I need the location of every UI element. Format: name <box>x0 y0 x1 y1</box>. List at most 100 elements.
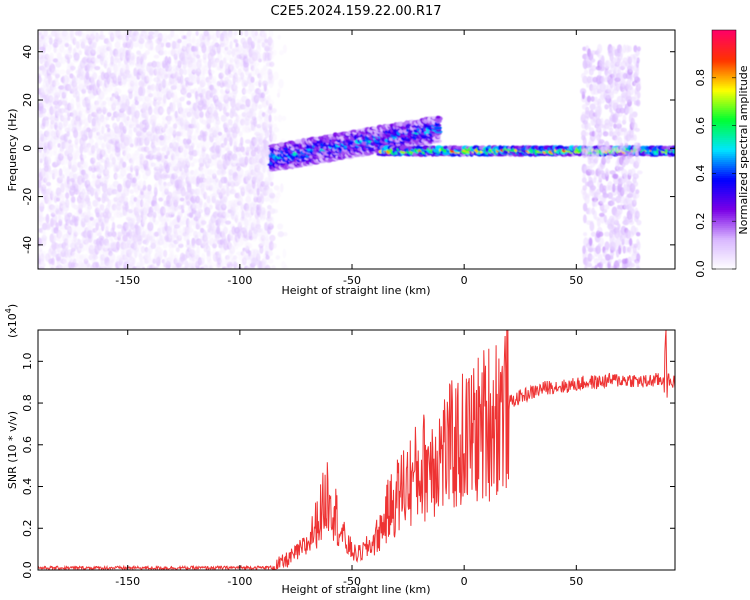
heatmap-cell-0 <box>66 77 71 83</box>
heatmap-cell-0 <box>78 79 84 88</box>
heatmap-cell-0 <box>89 212 94 218</box>
heatmap-cell-0 <box>66 239 72 245</box>
heatmap-cell-0 <box>90 144 96 154</box>
heatmap-cell-0 <box>223 61 228 68</box>
heatmap-cell-0 <box>75 90 80 100</box>
heatmap-cell-0 <box>53 234 57 242</box>
heatmap-cell-0 <box>38 77 43 83</box>
heatmap-cell-0 <box>249 243 253 249</box>
heatmap-cell-0 <box>204 61 208 68</box>
heatmap-cell-0 <box>69 143 74 148</box>
heatmap-cell-0 <box>97 197 101 202</box>
heatmap-cell-0 <box>60 182 65 193</box>
heatmap-cell-0 <box>49 204 57 210</box>
heatmap-cell-0 <box>96 200 101 206</box>
heatmap-cell-0 <box>117 231 123 237</box>
heatmap-cell-0 <box>167 191 173 200</box>
heatmap-cell-0 <box>209 233 215 243</box>
heatmap-cell-0 <box>125 202 129 212</box>
heatmap-cell-0 <box>74 225 81 236</box>
heatmap-cell-0 <box>94 57 101 64</box>
heatmap-cell-0 <box>79 153 84 161</box>
heatmap-cell-0 <box>74 138 79 145</box>
heatmap-cell-0 <box>92 255 99 260</box>
heatmap-cell-0 <box>70 65 76 71</box>
heatmap-cell-0 <box>73 38 78 44</box>
heatmap-cell-0 <box>150 162 156 167</box>
heatmap-cell-0 <box>126 239 131 245</box>
heatmap-cell-0 <box>267 68 273 76</box>
heatmap-cell-0 <box>46 164 51 173</box>
heatmap-cell-0 <box>186 92 192 99</box>
heatmap-cell-0 <box>111 221 116 232</box>
heatmap-cell-0 <box>128 136 133 147</box>
heatmap-cell-0 <box>45 181 52 187</box>
heatmap-cell-0 <box>85 96 91 102</box>
heatmap-cell-0 <box>63 177 68 183</box>
heatmap-cell-0 <box>201 189 206 195</box>
heatmap-cell-0 <box>98 110 102 119</box>
heatmap-cell-0 <box>116 38 122 44</box>
heatmap-cell-0 <box>124 212 130 218</box>
heatmap-cell-0 <box>78 50 83 56</box>
heatmap-cell-0 <box>58 112 63 117</box>
heatmap-cell-0 <box>164 55 169 65</box>
heatmap-cell-1 <box>277 88 282 95</box>
heatmap-cell-0 <box>77 30 84 38</box>
heatmap-cell-0 <box>70 242 77 249</box>
heatmap-cell-0 <box>199 198 203 209</box>
heatmap-cell-0 <box>71 107 76 114</box>
heatmap-cell-1 <box>273 71 279 81</box>
heatmap-cell-0 <box>66 130 70 137</box>
heatmap-cell-0 <box>201 252 206 262</box>
heatmap-cell-0 <box>51 130 56 138</box>
heatmap-cell-0 <box>117 183 123 193</box>
heatmap-cell-0 <box>140 86 146 97</box>
heatmap-cell-0 <box>82 56 89 65</box>
heatmap-cell-0 <box>206 195 211 204</box>
heatmap-cell-0 <box>67 212 73 218</box>
heatmap-cell-0 <box>240 71 245 80</box>
heatmap-cell-0 <box>256 187 260 196</box>
heatmap-cell-0 <box>75 41 80 49</box>
heatmap-cell-0 <box>260 227 265 234</box>
heatmap-cell-0 <box>106 161 113 168</box>
heatmap-cell-0 <box>65 192 70 200</box>
heatmap-cell-0 <box>233 84 239 91</box>
heatmap-cell-0 <box>144 50 150 56</box>
heatmap-cell-0 <box>269 61 275 68</box>
heatmap-cell-0 <box>104 222 110 231</box>
heatmap-cell-0 <box>158 234 165 242</box>
heatmap-cell-0 <box>236 192 241 199</box>
heatmap-cell-0 <box>51 249 57 258</box>
heatmap-cell-0 <box>108 108 113 113</box>
heatmap-cell-0 <box>219 59 224 69</box>
heatmap-cell-0 <box>64 167 71 178</box>
heatmap-cell-0 <box>56 205 60 210</box>
heatmap-cell-0 <box>192 158 198 164</box>
heatmap-cell-0 <box>116 224 123 229</box>
heatmap-cell-0 <box>105 116 110 121</box>
heatmap-cell-0 <box>232 137 239 146</box>
heatmap-cell-0 <box>260 172 265 181</box>
heatmap-cell-0 <box>40 255 47 260</box>
heatmap-cell-0 <box>63 49 69 57</box>
heatmap-cell-0 <box>39 227 44 234</box>
heatmap-cell-1 <box>277 188 281 195</box>
heatmap-cell-0 <box>39 247 43 252</box>
heatmap-cell-0 <box>153 211 157 219</box>
heatmap-cell-0 <box>49 233 55 243</box>
heatmap-cell-0 <box>86 262 91 268</box>
heatmap-cell-0 <box>238 131 243 137</box>
heatmap-cell-0 <box>178 227 183 234</box>
heatmap-cell-0 <box>105 250 110 257</box>
heatmap-cell-1 <box>277 34 282 40</box>
heatmap-cell-0 <box>74 161 78 168</box>
heatmap-cell-0 <box>38 152 44 162</box>
heatmap-cell-0 <box>88 138 94 145</box>
heatmap-cell-0 <box>95 146 100 153</box>
heatmap-cell-0 <box>116 65 121 71</box>
heatmap-cell-0 <box>107 231 113 237</box>
heatmap-cell-0 <box>251 111 257 118</box>
heatmap-cell-0 <box>62 74 70 85</box>
